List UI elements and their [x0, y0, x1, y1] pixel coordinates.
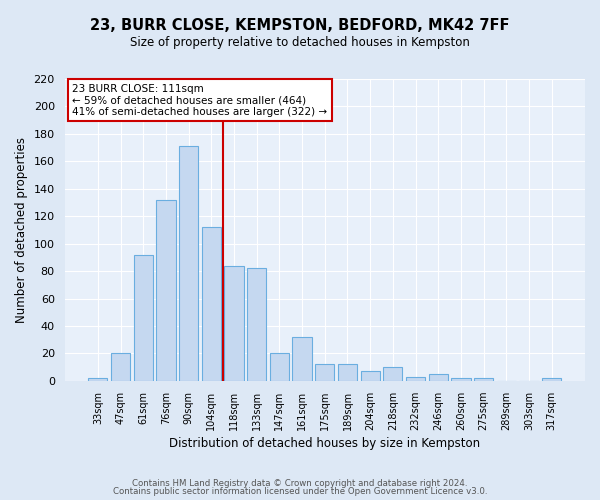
- Bar: [451, 378, 470, 381]
- Bar: [88, 378, 107, 381]
- Bar: [315, 364, 334, 381]
- Bar: [134, 254, 153, 381]
- Text: Contains public sector information licensed under the Open Government Licence v3: Contains public sector information licen…: [113, 487, 487, 496]
- Bar: [270, 354, 289, 381]
- Bar: [292, 337, 312, 381]
- Bar: [474, 378, 493, 381]
- Text: Size of property relative to detached houses in Kempston: Size of property relative to detached ho…: [130, 36, 470, 49]
- Bar: [338, 364, 357, 381]
- Y-axis label: Number of detached properties: Number of detached properties: [15, 137, 28, 323]
- Bar: [428, 374, 448, 381]
- Bar: [202, 227, 221, 381]
- Bar: [383, 367, 403, 381]
- Bar: [179, 146, 198, 381]
- Bar: [247, 268, 266, 381]
- Text: Contains HM Land Registry data © Crown copyright and database right 2024.: Contains HM Land Registry data © Crown c…: [132, 478, 468, 488]
- Bar: [156, 200, 176, 381]
- Text: 23, BURR CLOSE, KEMPSTON, BEDFORD, MK42 7FF: 23, BURR CLOSE, KEMPSTON, BEDFORD, MK42 …: [90, 18, 510, 32]
- Bar: [361, 371, 380, 381]
- Bar: [406, 376, 425, 381]
- Bar: [224, 266, 244, 381]
- Bar: [111, 354, 130, 381]
- Text: 23 BURR CLOSE: 111sqm
← 59% of detached houses are smaller (464)
41% of semi-det: 23 BURR CLOSE: 111sqm ← 59% of detached …: [73, 84, 328, 116]
- Bar: [542, 378, 562, 381]
- X-axis label: Distribution of detached houses by size in Kempston: Distribution of detached houses by size …: [169, 437, 481, 450]
